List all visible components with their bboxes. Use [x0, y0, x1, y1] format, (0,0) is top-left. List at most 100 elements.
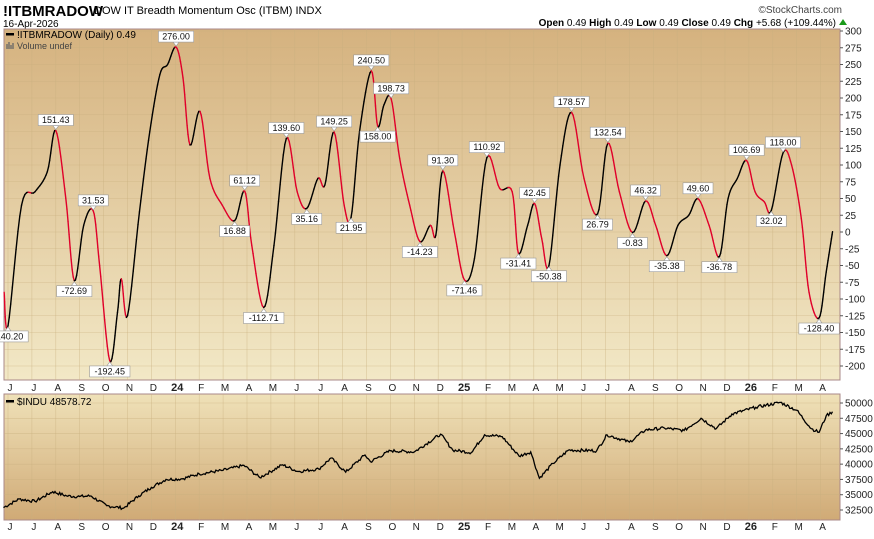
oscillator-segment: [95, 230, 98, 240]
oscillator-segment: [539, 228, 542, 236]
oscillator-segment: [804, 256, 807, 268]
annotation-label: 16.88: [223, 226, 246, 236]
annotation-box: [219, 225, 250, 237]
oscillator-segment: [289, 147, 293, 159]
oscillator-segment: [95, 223, 98, 233]
y-tick-label: 35000: [845, 490, 873, 501]
oscillator-segment: [472, 258, 476, 267]
indu-legend: $INDU 48578.72: [17, 397, 92, 408]
oscillator-segment: [596, 208, 600, 215]
annotation-box: [446, 284, 483, 297]
y-tick-label: 150: [845, 127, 862, 138]
oscillator-segment: [141, 178, 145, 191]
oscillator-segment: [473, 248, 477, 260]
x-tick-label: D: [437, 522, 444, 533]
oscillator-segment: [107, 354, 111, 362]
annotation-box: [553, 96, 590, 108]
oscillator-segment: [566, 115, 570, 122]
ohlc-text: Open 0.49 High 0.49 Low 0.49 Close 0.49 …: [539, 18, 836, 29]
y-tick-label: -75: [845, 278, 860, 289]
oscillator-segment: [751, 178, 754, 186]
x-tick-label: 26: [745, 382, 757, 394]
oscillator-segment: [264, 301, 268, 307]
ohlc-readout: Open 0.49 High 0.49 Low 0.49 Close 0.49 …: [539, 18, 847, 29]
oscillator-segment: [776, 171, 780, 183]
oscillator-segment: [489, 156, 493, 162]
oscillator-segment: [57, 138, 61, 149]
oscillator-segment: [67, 220, 70, 236]
oscillator-segment: [328, 144, 332, 156]
annotation-label: -35.38: [654, 261, 680, 271]
oscillator-segment: [638, 211, 642, 219]
annotation-box: [56, 285, 93, 298]
oscillator-segment: [794, 180, 798, 189]
oscillator-segment: [612, 159, 616, 170]
annotation-label: 276.00: [162, 32, 190, 42]
oscillator-segment: [625, 216, 629, 224]
oscillator-segment: [357, 130, 361, 143]
oscillator-segment: [100, 275, 103, 291]
oscillator-segment: [258, 292, 262, 302]
x-tick-label: D: [437, 383, 444, 394]
annotation-label: 32.02: [760, 216, 783, 226]
oscillator-segment: [621, 203, 625, 212]
chart-name: DOW IT Breadth Momentum Osc (ITBM) INDX: [94, 5, 322, 17]
oscillator-panel: [3, 28, 841, 381]
x-tick-label: A: [54, 383, 61, 394]
oscillator-segment: [435, 220, 439, 231]
oscillator-legend: !ITBMRADOW (Daily) 0.49: [17, 30, 136, 41]
annotation-label: -192.45: [95, 366, 126, 376]
annotation-box: [648, 260, 685, 273]
oscillator-segment: [356, 140, 360, 155]
oscillator-segment: [66, 208, 69, 222]
oscillator-segment: [256, 283, 260, 294]
x-tick-label: N: [126, 522, 133, 533]
x-tick-label: A: [819, 383, 826, 394]
oscillator-segment: [514, 223, 517, 235]
x-tick-label: J: [294, 522, 299, 533]
oscillator-segment: [542, 248, 545, 256]
annotation-label: -31.41: [506, 259, 532, 269]
oscillator-segment: [460, 266, 463, 274]
x-tick-label: A: [341, 522, 348, 533]
oscillator-segment: [521, 243, 524, 250]
oscillator-segment: [187, 133, 190, 142]
oscillator-segment: [560, 144, 564, 157]
x-tick-label: M: [508, 383, 516, 394]
oscillator-segment: [101, 289, 104, 306]
high-value: 0.49: [614, 18, 634, 29]
oscillator-segment: [205, 151, 208, 163]
oscillator-annotations: -140.20 151.43 -72.69 31.53 -192.45 276.00 16.…: [0, 30, 840, 378]
oscillator-segment: [293, 176, 297, 187]
oscillator-segment: [156, 78, 160, 86]
oscillator-segment: [822, 284, 826, 293]
oscillator-segment: [513, 204, 516, 216]
oscillator-segment: [524, 228, 528, 235]
oscillator-segment: [47, 159, 51, 168]
oscillator-segment: [209, 177, 213, 185]
oscillator-segment: [573, 120, 577, 131]
oscillator-segment: [397, 150, 401, 160]
indu-grid: [4, 394, 840, 520]
annotation-label: 118.00: [770, 137, 797, 147]
oscillator-segment: [406, 193, 410, 201]
oscillator-segment: [361, 101, 365, 113]
oscillator-segment: [671, 237, 675, 244]
oscillator-segment: [330, 132, 334, 139]
oscillator-segment: [400, 164, 403, 172]
oscillator-segment: [544, 260, 547, 267]
oscillator-segment: [113, 335, 116, 346]
oscillator-segment: [556, 175, 560, 191]
x-tick-label: O: [389, 522, 397, 533]
annotation-box: [589, 126, 626, 139]
oscillator-segment: [438, 188, 441, 201]
oscillator-segment: [455, 238, 458, 248]
oscillator-segment: [722, 230, 725, 241]
oscillator-segment: [253, 262, 257, 275]
oscillator-segment: [279, 168, 283, 186]
oscillator-segment: [453, 231, 457, 240]
oscillator-segment: [51, 138, 54, 147]
x-tick-label: S: [78, 522, 85, 533]
annotation-label: 178.57: [558, 97, 586, 107]
oscillator-segment: [390, 98, 393, 104]
